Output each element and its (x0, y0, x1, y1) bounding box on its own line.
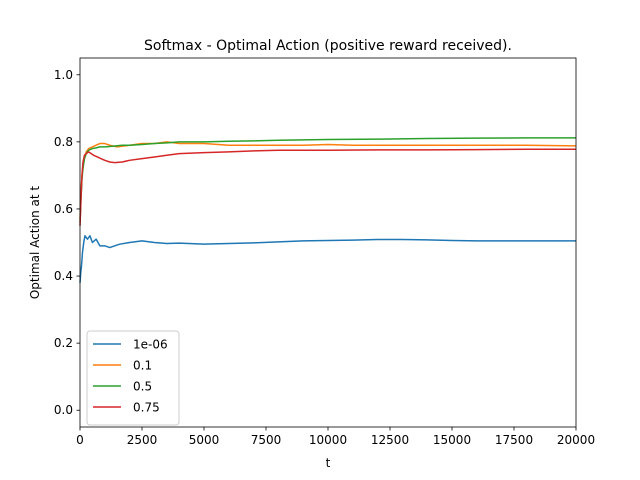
series-line-2 (79, 137, 576, 223)
series-line-3 (79, 148, 576, 226)
legend-label: 1e-06 (133, 338, 168, 352)
y-tick-label: 0.0 (54, 403, 73, 417)
x-tick-label: 12500 (371, 433, 409, 447)
legend: 1e-06 0.1 0.5 0.75 (86, 330, 180, 426)
y-tick-label: 0.8 (54, 135, 73, 149)
y-axis-label: Optimal Action at t (28, 186, 42, 300)
y-tick-label: 0.4 (54, 269, 73, 283)
y-tick-label: 0.6 (54, 202, 73, 216)
legend-box (86, 330, 180, 426)
x-tick-label: 17500 (495, 433, 533, 447)
x-tick-label: 5000 (189, 433, 220, 447)
x-tick-label: 2500 (127, 433, 158, 447)
x-tick-label: 10000 (309, 433, 347, 447)
plot-lines (79, 137, 577, 283)
legend-label: 0.75 (133, 401, 160, 415)
x-tick-label: 20000 (557, 433, 595, 447)
x-axis-label: t (326, 456, 331, 470)
y-axis-ticks: 0.0 0.2 0.4 0.6 0.8 1.0 (54, 68, 80, 417)
legend-label: 0.5 (133, 380, 152, 394)
chart-title: Softmax - Optimal Action (positive rewar… (144, 38, 512, 54)
legend-label: 0.1 (133, 359, 152, 373)
y-tick-label: 1.0 (54, 68, 73, 82)
series-line-0 (79, 235, 576, 283)
x-tick-label: 0 (76, 433, 84, 447)
x-tick-label: 7500 (251, 433, 282, 447)
x-axis-ticks: 0 2500 5000 7500 10000 12500 15000 17500 20000 (76, 427, 595, 447)
y-tick-label: 0.2 (54, 336, 73, 350)
x-tick-label: 15000 (433, 433, 471, 447)
